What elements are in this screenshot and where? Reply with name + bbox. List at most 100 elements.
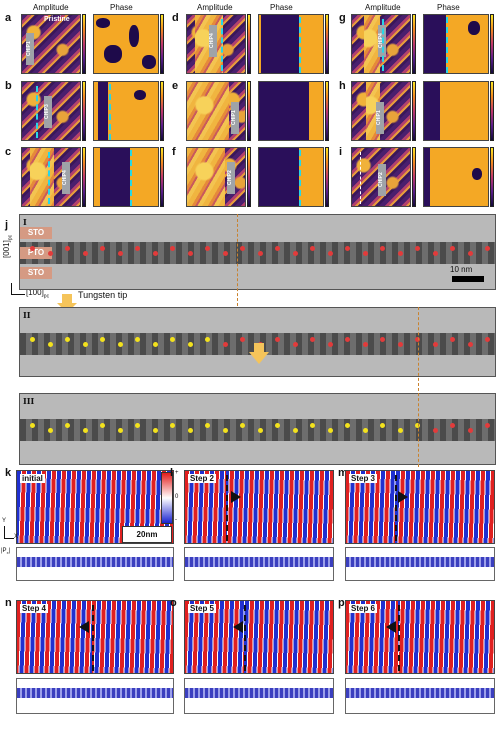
axis-x-label: [100]pc — [26, 288, 50, 300]
vector-map-step-4 — [16, 678, 174, 714]
tem-dot — [450, 423, 455, 428]
afm-amplitude-a: Pristine CHIP1 — [21, 14, 81, 74]
panel-label-p: p — [338, 597, 345, 609]
colorbar-phase-h — [490, 81, 494, 141]
panel-label-h: h — [339, 80, 346, 92]
afm-phase-e — [258, 81, 324, 141]
tem-dot — [170, 423, 175, 428]
tem-dot — [170, 337, 175, 342]
colorbar-i — [412, 147, 416, 207]
sim-map-step-4: Step 4 — [16, 600, 174, 674]
panel-label-a: a — [5, 12, 12, 24]
step-label-5: Step 5 — [188, 604, 217, 613]
tem-dot — [327, 251, 333, 256]
tem-dot — [275, 246, 280, 251]
afm-phase-b — [93, 81, 159, 141]
axis-y-arrow — [11, 283, 12, 295]
tem-dot — [30, 337, 35, 342]
vector-map-step-2 — [184, 547, 334, 581]
panel-label-l: l — [170, 467, 174, 479]
axis-x-arrow — [11, 294, 25, 295]
panel-label-n: n — [5, 597, 12, 609]
tem-dot — [362, 342, 368, 347]
header-phase-3: Phase — [437, 3, 460, 12]
colorbar-d — [247, 14, 251, 74]
tem-dot — [65, 337, 70, 342]
tem-dot — [362, 251, 368, 256]
tem-dot — [327, 428, 333, 433]
tem-dot — [310, 246, 315, 251]
tem-dot — [100, 337, 105, 342]
tem-image-stage-1: I STO PTO STO 10 nm — [19, 214, 496, 290]
layer-sto-bottom: STO — [20, 267, 52, 279]
arrow-left-icon — [386, 621, 396, 633]
switched-region — [185, 601, 245, 673]
header-amplitude-2: Amplitude — [197, 3, 233, 12]
domain-wall-line — [394, 475, 397, 541]
tem-dot — [170, 246, 175, 251]
tem-dot — [82, 342, 88, 347]
tem-dot — [257, 428, 263, 433]
colorbar-phase-a — [160, 14, 164, 74]
guide-line-2 — [418, 307, 419, 467]
stage-label-2: II — [23, 310, 31, 320]
arrow-left-icon — [79, 621, 89, 633]
cbar-plus: + — [175, 470, 179, 476]
tem-dot — [345, 246, 350, 251]
tem-dot — [415, 423, 420, 428]
layer-pto: PTO — [20, 247, 52, 259]
px-label: |Px| — [1, 548, 11, 556]
colorbar-f — [247, 147, 251, 207]
tem-dot — [380, 337, 385, 342]
arrow-right-icon — [231, 491, 241, 503]
panel-label-i: i — [339, 146, 343, 158]
tem-dot — [432, 342, 438, 347]
tem-dot — [117, 428, 123, 433]
stage-arrow-shaft — [254, 343, 264, 353]
tem-dot — [152, 342, 158, 347]
tem-dot — [240, 337, 245, 342]
chip-label-e: CHIP1 — [231, 102, 239, 134]
axis-y-label: [001]pc — [2, 234, 14, 258]
tem-dot — [485, 337, 490, 342]
stage-arrow-head — [249, 352, 269, 364]
header-amplitude-1: Amplitude — [33, 3, 69, 12]
sim-axis-x-line — [4, 538, 14, 539]
panel-label-c: c — [5, 146, 12, 158]
domain-wall-line — [244, 605, 247, 671]
tem-dot — [222, 251, 228, 256]
afm-amplitude-g: CHIP4 — [351, 14, 411, 74]
tem-dot — [152, 251, 158, 256]
tem-dot — [47, 342, 53, 347]
step-label-initial: initial — [20, 474, 45, 483]
tem-dot — [292, 251, 298, 256]
afm-phase-a — [93, 14, 159, 74]
tem-dot — [240, 246, 245, 251]
sim-axis-x: X — [14, 534, 19, 540]
tem-dot — [292, 342, 298, 347]
tem-image-stage-2: II — [19, 307, 496, 377]
panel-label-f: f — [172, 146, 176, 158]
arrow-left-icon — [233, 621, 243, 633]
panel-label-d: d — [172, 12, 179, 24]
tem-dot — [82, 251, 88, 256]
tem-dot — [65, 423, 70, 428]
tem-dot — [100, 423, 105, 428]
arrow-right-icon — [398, 491, 408, 503]
chip-label-b: CHIP3 — [44, 96, 52, 128]
afm-amplitude-d: CHIP4 — [186, 14, 246, 74]
vector-map-step-3 — [345, 547, 495, 581]
tem-dot — [345, 337, 350, 342]
header-phase-2: Phase — [270, 3, 293, 12]
colorbar-phase-d — [325, 14, 329, 74]
colorbar-g — [412, 14, 416, 74]
tem-dot — [30, 423, 35, 428]
pristine-label: Pristine — [44, 16, 70, 23]
scalebar — [452, 276, 484, 282]
afm-phase-h — [423, 81, 489, 141]
panel-label-g: g — [339, 12, 346, 24]
cbar-zero: 0 — [175, 494, 179, 500]
tem-dot — [345, 423, 350, 428]
chip-label-f: CHIP2 — [227, 162, 235, 194]
tem-dot — [47, 251, 53, 256]
